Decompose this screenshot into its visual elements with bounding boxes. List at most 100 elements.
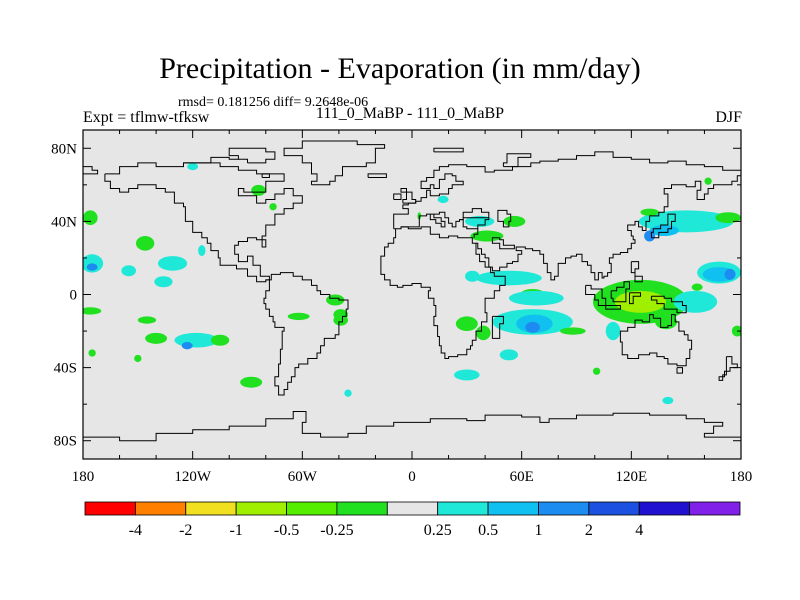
anomaly-patch bbox=[673, 290, 718, 313]
anomaly-patch bbox=[136, 236, 155, 251]
anomaly-patch bbox=[455, 316, 478, 332]
anomaly-patch bbox=[525, 321, 540, 333]
anomaly-patch bbox=[475, 270, 542, 286]
coastline bbox=[263, 272, 349, 396]
coastline bbox=[459, 217, 490, 229]
anomaly-patch bbox=[210, 334, 230, 346]
anomaly-patch bbox=[137, 316, 157, 324]
experiment-label: Expt = tflmw-tfksw bbox=[83, 109, 210, 126]
anomaly-patch bbox=[592, 367, 601, 375]
colorbar-label: 2 bbox=[585, 522, 593, 539]
anomaly-patch bbox=[251, 184, 266, 196]
x-tick-label: 60E bbox=[510, 469, 534, 485]
y-tick-label: 40S bbox=[54, 361, 77, 377]
coastline bbox=[83, 166, 99, 175]
coastline bbox=[718, 356, 738, 381]
y-tick-label: 0 bbox=[70, 288, 78, 304]
coastline bbox=[261, 173, 270, 178]
coastline bbox=[400, 188, 417, 204]
colorbar-label: 4 bbox=[635, 522, 643, 539]
x-tick-label: 180 bbox=[730, 469, 753, 485]
colorbar-label: -0.5 bbox=[274, 522, 299, 539]
y-tick-label: 40N bbox=[51, 214, 77, 230]
coastline bbox=[491, 315, 504, 339]
coastline bbox=[605, 305, 621, 310]
colorbar-label: 1 bbox=[534, 522, 542, 539]
x-tick-label: 60W bbox=[288, 469, 318, 485]
anomaly-patch bbox=[187, 162, 199, 171]
anomaly-patch bbox=[662, 396, 674, 405]
y-tick-label: 80S bbox=[54, 434, 77, 450]
anomaly-patch bbox=[121, 265, 137, 277]
coastline bbox=[502, 153, 532, 168]
anomaly-patch bbox=[134, 354, 142, 363]
anomaly-patch bbox=[475, 325, 491, 341]
coastline bbox=[650, 213, 676, 239]
anomaly-patch bbox=[691, 283, 703, 291]
coastline bbox=[650, 295, 687, 314]
anomaly-patch bbox=[454, 369, 480, 381]
coastline bbox=[367, 173, 387, 178]
coastline bbox=[610, 281, 630, 303]
colorbar-swatch bbox=[336, 501, 388, 516]
cases-label: 111_0_MaBP - 111_0_MaBP bbox=[315, 105, 505, 122]
anomaly-patch bbox=[731, 325, 741, 337]
colorbar-label: -0.25 bbox=[320, 522, 353, 539]
coastline bbox=[283, 140, 386, 186]
anomaly-patch bbox=[240, 376, 263, 388]
colorbar-swatch bbox=[386, 501, 439, 516]
x-tick-label: 120W bbox=[174, 469, 212, 485]
colorbar-swatch bbox=[588, 501, 640, 516]
coastline bbox=[630, 261, 643, 283]
colorbar-label: 0.25 bbox=[424, 522, 452, 539]
anomaly-patch bbox=[83, 210, 98, 226]
coastline bbox=[497, 209, 512, 228]
anomaly-patch bbox=[326, 294, 345, 306]
colorbar-label: 0.5 bbox=[478, 522, 498, 539]
coastline bbox=[393, 193, 402, 200]
y-tick-label: 80N bbox=[51, 141, 77, 157]
anomaly-patch bbox=[333, 309, 349, 321]
anomaly-patch bbox=[198, 245, 206, 257]
anomaly-patch bbox=[83, 307, 102, 315]
anomaly-patch bbox=[465, 270, 480, 282]
anomaly-patch bbox=[154, 276, 173, 288]
coastline bbox=[400, 211, 479, 238]
colorbar-swatch bbox=[689, 501, 741, 516]
anomaly-patch bbox=[640, 208, 659, 216]
colorbar: -4 -2 -1 -0.5 -0.25 0.25 0.5 1 2 4 bbox=[84, 501, 741, 539]
colorbar-swatch bbox=[538, 501, 590, 516]
colorbar-swatch bbox=[84, 501, 136, 516]
colorbar-label: -4 bbox=[129, 522, 142, 539]
x-tick-label: 0 bbox=[408, 469, 416, 485]
colorbar-swatch bbox=[185, 501, 237, 516]
stats-label: rmsd= 0.181256 diff= 9.2648e-06 bbox=[178, 95, 369, 110]
colorbar-label: -1 bbox=[229, 522, 242, 539]
season-label: DJF bbox=[715, 109, 742, 126]
colorbar-swatch bbox=[235, 501, 287, 516]
anomaly-patch bbox=[704, 177, 712, 185]
anomaly-patch bbox=[437, 195, 449, 204]
anomaly-patch bbox=[181, 342, 193, 350]
x-tick-label: 120E bbox=[615, 469, 647, 485]
coastline bbox=[380, 226, 506, 359]
colorbar-swatch bbox=[286, 501, 338, 516]
colorbar-swatch bbox=[134, 501, 187, 516]
coastline bbox=[104, 162, 303, 283]
anomaly-patch bbox=[503, 215, 526, 227]
anomaly-patch bbox=[470, 230, 504, 242]
coastline bbox=[676, 367, 683, 374]
colorbar-swatch bbox=[638, 501, 691, 516]
anomaly-patch bbox=[508, 290, 564, 306]
anomaly-patch bbox=[499, 349, 519, 361]
anomaly-patch bbox=[157, 256, 188, 271]
anomaly-patch bbox=[724, 268, 736, 280]
x-tick-label: 180 bbox=[72, 469, 95, 485]
plot-area bbox=[83, 140, 741, 442]
chart-title: Precipitation - Evaporation (in mm/day) bbox=[159, 52, 641, 85]
colorbar-swatch bbox=[437, 501, 489, 516]
anomaly-patch bbox=[287, 312, 310, 321]
coastline bbox=[476, 175, 741, 281]
coastline bbox=[629, 292, 641, 305]
